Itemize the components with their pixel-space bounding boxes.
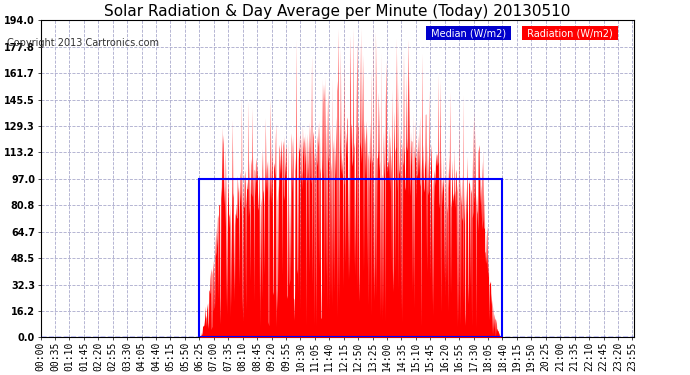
Text: Radiation (W/m2): Radiation (W/m2) [524,28,616,38]
Title: Solar Radiation & Day Average per Minute (Today) 20130510: Solar Radiation & Day Average per Minute… [104,4,571,19]
Text: Copyright 2013 Cartronics.com: Copyright 2013 Cartronics.com [7,38,159,48]
Bar [199,179,502,337]
Text: Median (W/m2): Median (W/m2) [428,28,509,38]
